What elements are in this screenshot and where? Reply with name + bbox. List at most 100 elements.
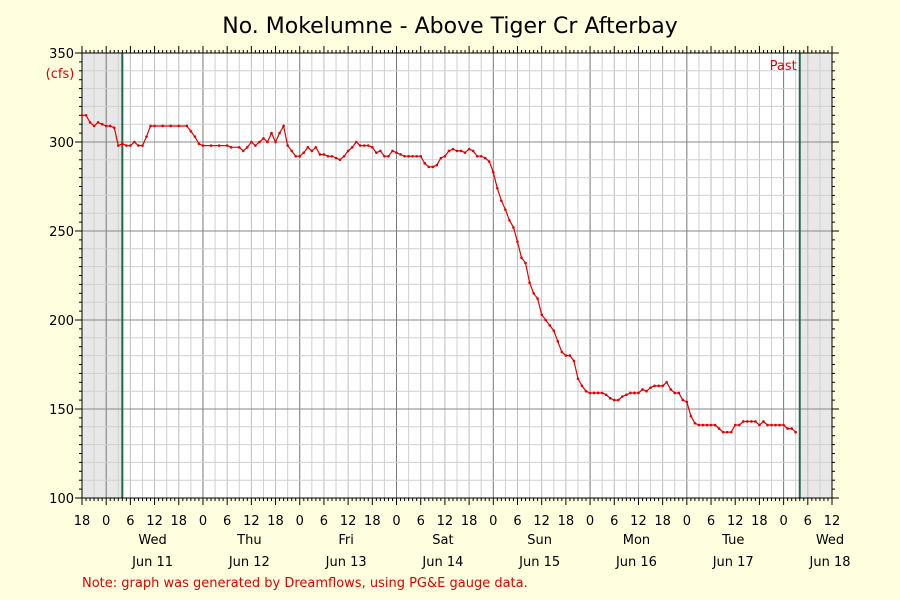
x-day-label: Wed: [816, 533, 844, 548]
x-tick-label: 18: [364, 514, 381, 529]
data-point: [92, 124, 96, 128]
x-tick-label: 12: [437, 514, 454, 529]
data-point: [584, 389, 588, 393]
plot-background: [122, 53, 800, 498]
data-point: [145, 135, 148, 138]
data-point: [560, 350, 564, 354]
data-point: [717, 427, 721, 430]
data-point: [84, 114, 88, 117]
data-point: [266, 140, 269, 144]
data-point: [778, 423, 781, 427]
data-point: [737, 423, 741, 427]
data-point: [407, 154, 410, 158]
data-point: [302, 151, 306, 154]
x-tick-label: 18: [74, 514, 91, 529]
data-point: [274, 140, 277, 144]
data-point: [794, 430, 798, 434]
data-point: [568, 354, 572, 357]
x-day-label: Sun: [527, 533, 552, 548]
data-point: [766, 423, 769, 427]
data-point: [633, 391, 636, 395]
y-tick-label: 350: [49, 47, 74, 62]
x-day-label: Wed: [138, 533, 166, 548]
data-point: [729, 430, 733, 434]
data-point: [669, 388, 673, 391]
data-point: [197, 142, 201, 146]
data-point: [217, 144, 221, 147]
data-point: [746, 420, 749, 423]
data-point: [318, 153, 322, 156]
data-point: [149, 124, 152, 128]
footnote: Note: graph was generated by Dreamflows,…: [82, 576, 528, 591]
x-date-label: Jun 15: [518, 555, 560, 570]
plot-area: 100 150 200 250 300 350 18 0 6 12 18 0 6 12 18 0 6 12 18 0 6…: [49, 46, 851, 570]
data-point: [294, 154, 298, 158]
data-point: [681, 398, 685, 402]
data-point: [209, 144, 213, 147]
data-point: [371, 146, 374, 149]
data-point: [411, 154, 414, 158]
data-point: [693, 421, 697, 425]
y-tick-label: 150: [49, 403, 74, 418]
x-tick-label: 12: [533, 514, 550, 529]
data-point: [96, 121, 100, 124]
x-tick-label: 0: [683, 514, 691, 529]
data-point: [455, 149, 459, 153]
data-point: [552, 329, 556, 332]
data-point: [612, 398, 616, 402]
data-point: [588, 391, 592, 395]
data-point: [576, 377, 580, 381]
data-point: [80, 114, 84, 117]
x-tick-label: 6: [223, 514, 231, 529]
data-point: [225, 144, 229, 147]
data-point: [467, 147, 471, 151]
data-point: [427, 165, 431, 169]
data-point: [653, 384, 656, 388]
data-point: [725, 430, 729, 434]
x-date-label: Jun 16: [615, 555, 657, 570]
data-point: [544, 318, 548, 322]
data-point: [346, 149, 350, 153]
data-point: [491, 170, 495, 174]
data-point: [616, 398, 620, 402]
data-point: [423, 162, 427, 165]
data-point: [536, 297, 539, 300]
data-point: [604, 393, 608, 397]
x-date-label: Jun 13: [325, 555, 367, 570]
x-tick-label: 12: [146, 514, 163, 529]
data-point: [516, 240, 519, 243]
data-point: [121, 142, 124, 146]
x-day-label: Mon: [623, 533, 650, 548]
data-point: [246, 146, 249, 149]
data-point: [475, 154, 479, 158]
x-tick-label: 18: [751, 514, 768, 529]
data-point: [621, 395, 624, 398]
data-point: [508, 219, 511, 222]
data-point: [447, 149, 451, 153]
series-line: [82, 114, 797, 433]
data-point: [608, 397, 612, 400]
data-point: [705, 423, 709, 427]
data-point: [435, 163, 439, 167]
data-point: [100, 122, 104, 126]
data-point: [193, 135, 197, 138]
x-date-label: Jun 12: [228, 555, 270, 570]
x-tick-label: 6: [126, 514, 134, 529]
data-point: [286, 144, 289, 147]
data-point: [673, 391, 677, 395]
data-point: [366, 144, 370, 147]
x-tick-label: 6: [707, 514, 715, 529]
data-point: [326, 154, 330, 158]
data-point: [592, 391, 596, 395]
data-point: [685, 400, 689, 404]
data-point: [153, 124, 156, 128]
x-tick-label: 0: [296, 514, 304, 529]
y-axis-label: (cfs): [46, 67, 75, 82]
data-point: [290, 149, 293, 153]
data-point: [625, 393, 628, 397]
data-point: [556, 340, 560, 343]
data-point: [375, 151, 378, 154]
y-tick-label: 250: [49, 225, 74, 240]
